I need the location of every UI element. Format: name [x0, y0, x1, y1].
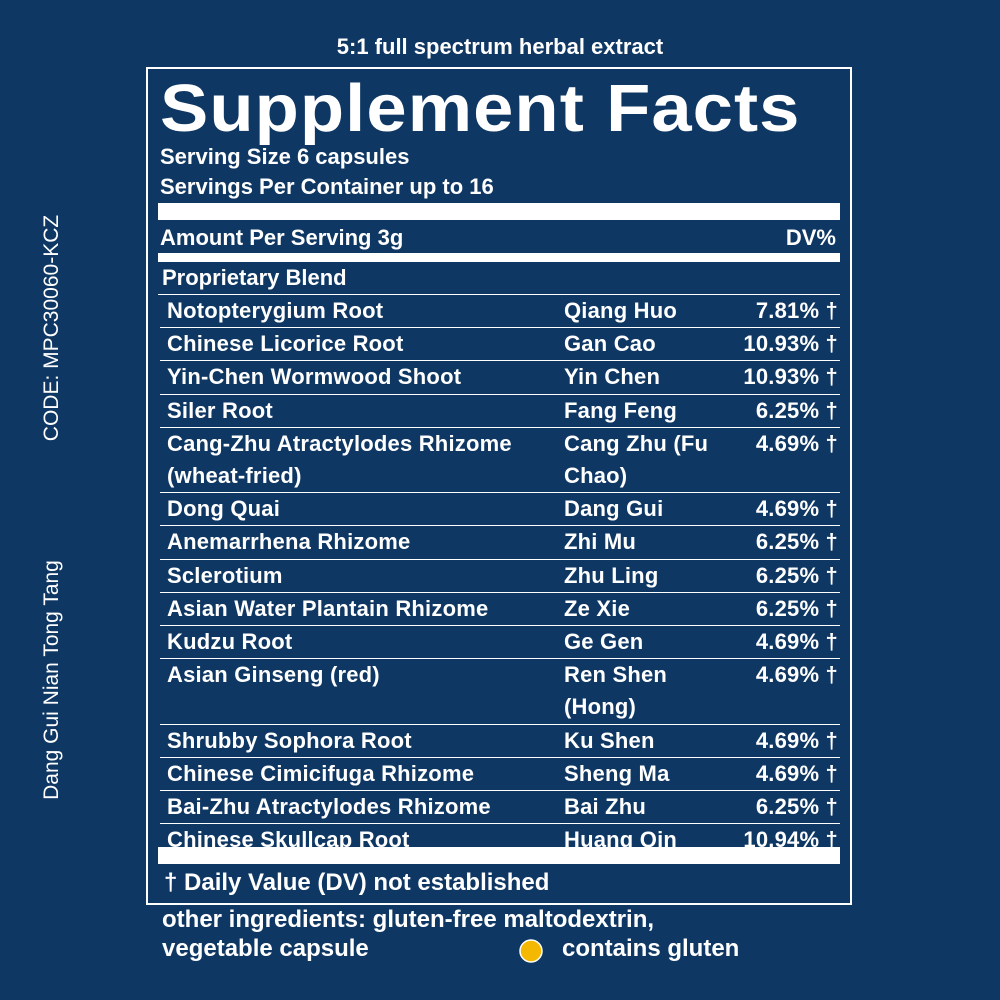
ingredient-pinyin: Qiang Huo: [564, 295, 714, 327]
product-code: CODE: MPC30060-KCZ: [40, 206, 64, 450]
blend-label: Proprietary Blend: [162, 265, 347, 291]
page: 5:1 full spectrum herbal extract CODE: M…: [0, 0, 1000, 1000]
ingredient-dv: 10.93% †: [714, 361, 840, 393]
ingredient-pinyin: Zhi Mu: [564, 526, 714, 558]
ingredient-dv: 4.69% †: [714, 725, 840, 757]
ingredient-row: Cang-Zhu Atractylodes Rhizome (wheat-fri…: [160, 428, 840, 493]
ingredient-name: Sclerotium: [160, 560, 564, 592]
ingredient-row: Shrubby Sophora RootKu Shen4.69% †: [160, 725, 840, 758]
thick-rule: [158, 847, 840, 864]
ingredient-row: SclerotiumZhu Ling6.25% †: [160, 560, 840, 593]
ingredient-row: Asian Water Plantain RhizomeZe Xie6.25% …: [160, 593, 840, 626]
ingredient-dv: 10.93% †: [714, 328, 840, 360]
ingredient-dv: 7.81% †: [714, 295, 840, 327]
ingredient-pinyin: Ku Shen: [564, 725, 714, 757]
serving-size: Serving Size 6 capsules: [160, 144, 409, 170]
ingredient-pinyin: Yin Chen: [564, 361, 714, 393]
subtitle: 5:1 full spectrum herbal extract: [0, 34, 1000, 60]
ingredient-name: Chinese Cimicifuga Rhizome: [160, 758, 564, 790]
ingredient-dv: 4.69% †: [714, 428, 840, 492]
ingredient-dv: 6.25% †: [714, 395, 840, 427]
facts-title: Supplement Facts: [160, 70, 801, 147]
gluten-dot: [520, 940, 542, 962]
medium-rule: [158, 253, 840, 262]
footnote: † Daily Value (DV) not established: [164, 869, 549, 897]
amount-per-serving: Amount Per Serving 3g: [160, 225, 403, 251]
ingredient-row: Asian Ginseng (red)Ren Shen (Hong)4.69% …: [160, 659, 840, 724]
servings-per-container: Servings Per Container up to 16: [160, 174, 494, 200]
ingredient-name: Yin-Chen Wormwood Shoot: [160, 361, 564, 393]
ingredient-pinyin: Ze Xie: [564, 593, 714, 625]
ingredient-row: Siler RootFang Feng6.25% †: [160, 395, 840, 428]
gluten-note: contains gluten: [562, 935, 739, 963]
thick-rule: [158, 203, 840, 220]
ingredient-pinyin: Zhu Ling: [564, 560, 714, 592]
ingredient-dv: 4.69% †: [714, 758, 840, 790]
ingredient-dv: 6.25% †: [714, 593, 840, 625]
gluten-icon: [518, 938, 544, 964]
other-ingredients: vegetable capsule: [162, 935, 369, 963]
ingredient-pinyin: Gan Cao: [564, 328, 714, 360]
ingredient-row: Notopterygium RootQiang Huo7.81% †: [160, 295, 840, 328]
ingredient-pinyin: Sheng Ma: [564, 758, 714, 790]
ingredient-row: Bai-Zhu Atractylodes RhizomeBai Zhu6.25%…: [160, 791, 840, 824]
ingredient-pinyin: Ge Gen: [564, 626, 714, 658]
ingredient-row: Yin-Chen Wormwood ShootYin Chen10.93% †: [160, 361, 840, 394]
product-name: Dang Gui Nian Tong Tang: [40, 558, 64, 802]
ingredient-dv: 4.69% †: [714, 626, 840, 658]
ingredient-pinyin: Fang Feng: [564, 395, 714, 427]
ingredient-dv: 6.25% †: [714, 526, 840, 558]
ingredient-row: Dong QuaiDang Gui4.69% †: [160, 493, 840, 526]
ingredient-name: Notopterygium Root: [160, 295, 564, 327]
other-ingredients: other ingredients: gluten-free maltodext…: [162, 906, 654, 934]
ingredient-dv: 6.25% †: [714, 791, 840, 823]
ingredient-row: Anemarrhena RhizomeZhi Mu6.25% †: [160, 526, 840, 559]
ingredient-pinyin: Cang Zhu (Fu Chao): [564, 428, 714, 492]
ingredient-name: Bai-Zhu Atractylodes Rhizome: [160, 791, 564, 823]
ingredient-pinyin: Bai Zhu: [564, 791, 714, 823]
ingredient-name: Siler Root: [160, 395, 564, 427]
ingredient-name: Cang-Zhu Atractylodes Rhizome (wheat-fri…: [160, 428, 564, 492]
ingredient-name: Shrubby Sophora Root: [160, 725, 564, 757]
ingredient-name: Asian Ginseng (red): [160, 659, 564, 723]
ingredient-pinyin: Ren Shen (Hong): [564, 659, 714, 723]
ingredient-dv: 4.69% †: [714, 659, 840, 723]
ingredient-row: Chinese Licorice RootGan Cao10.93% †: [160, 328, 840, 361]
ingredient-list: Notopterygium RootQiang Huo7.81% †Chines…: [160, 295, 840, 856]
ingredient-name: Anemarrhena Rhizome: [160, 526, 564, 558]
ingredient-name: Kudzu Root: [160, 626, 564, 658]
ingredient-name: Chinese Licorice Root: [160, 328, 564, 360]
ingredient-row: Kudzu RootGe Gen4.69% †: [160, 626, 840, 659]
ingredient-dv: 4.69% †: [714, 493, 840, 525]
dv-header: DV%: [720, 225, 836, 251]
ingredient-dv: 6.25% †: [714, 560, 840, 592]
ingredient-pinyin: Dang Gui: [564, 493, 714, 525]
ingredient-name: Asian Water Plantain Rhizome: [160, 593, 564, 625]
ingredient-row: Chinese Cimicifuga RhizomeSheng Ma4.69% …: [160, 758, 840, 791]
ingredient-name: Dong Quai: [160, 493, 564, 525]
